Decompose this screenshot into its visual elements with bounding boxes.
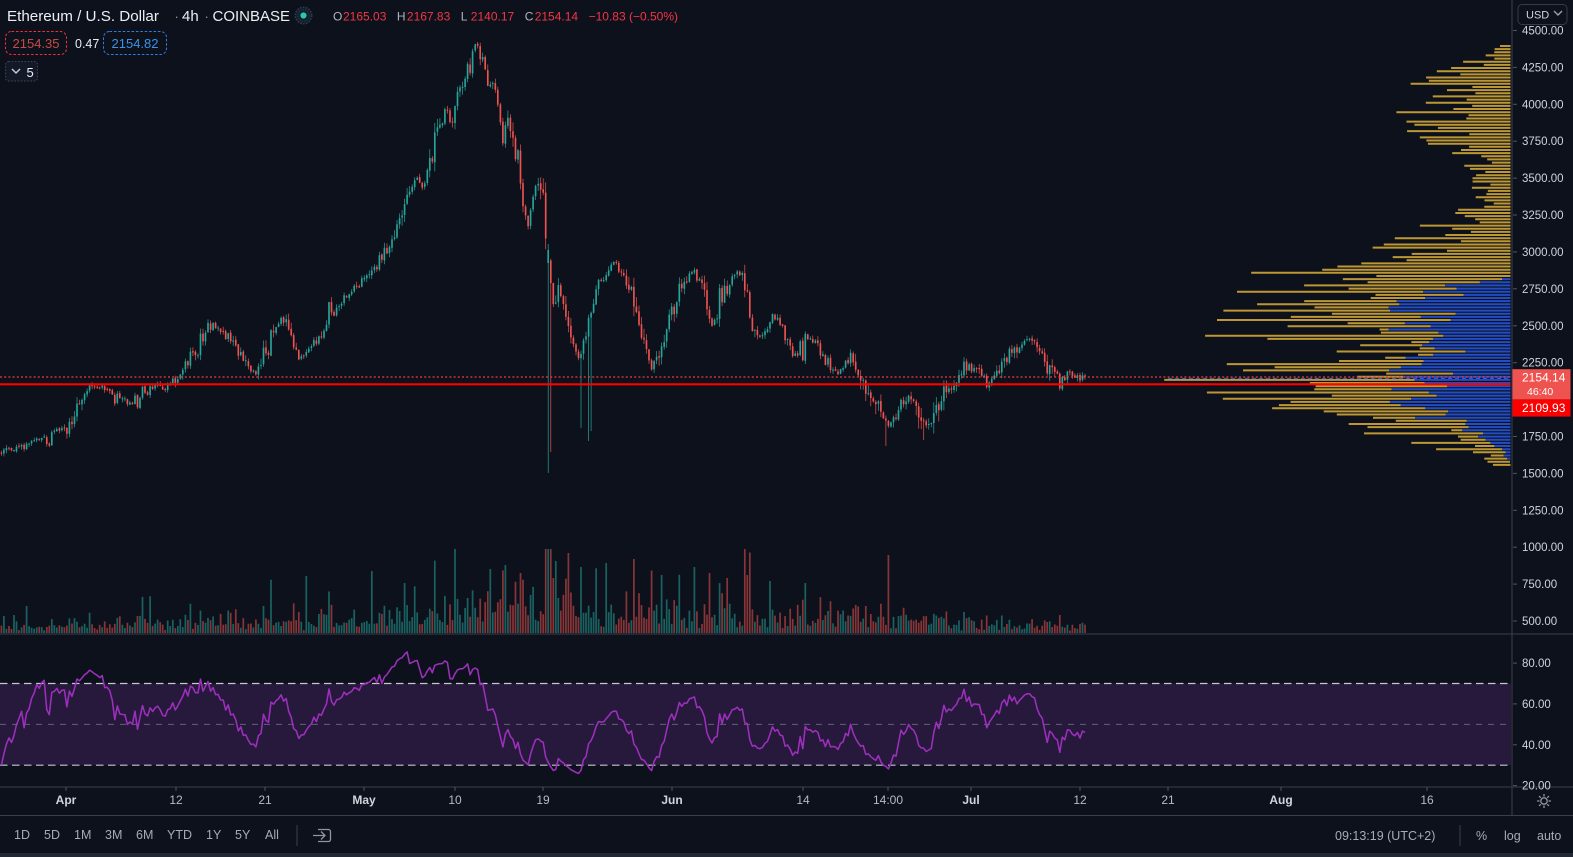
svg-text:auto: auto: [1537, 829, 1561, 843]
svg-text:16: 16: [1420, 793, 1434, 807]
svg-text:Jun: Jun: [661, 793, 682, 807]
svg-text:H: H: [397, 10, 406, 24]
svg-text:1M: 1M: [74, 828, 91, 842]
svg-text:COINBASE: COINBASE: [213, 8, 291, 25]
svg-text:0.47: 0.47: [75, 37, 99, 51]
svg-text:12: 12: [169, 793, 183, 807]
svg-text:2250.00: 2250.00: [1522, 358, 1564, 370]
svg-text:2109.93: 2109.93: [1522, 401, 1566, 415]
svg-text:2154.14: 2154.14: [535, 10, 579, 24]
svg-text:10: 10: [448, 793, 462, 807]
svg-text:O: O: [333, 10, 342, 24]
svg-text:−10.83 (−0.50%): −10.83 (−0.50%): [589, 10, 678, 24]
svg-text:Jul: Jul: [962, 793, 979, 807]
svg-text:60.00: 60.00: [1522, 699, 1551, 711]
svg-text:·: ·: [175, 9, 179, 24]
svg-text:4500.00: 4500.00: [1522, 26, 1564, 38]
svg-text:5: 5: [27, 65, 34, 80]
svg-text:3000.00: 3000.00: [1522, 247, 1564, 259]
svg-text:3M: 3M: [105, 828, 122, 842]
svg-text:46:40: 46:40: [1527, 386, 1553, 398]
svg-text:log: log: [1504, 829, 1521, 843]
svg-text:L: L: [461, 10, 468, 24]
svg-text:80.00: 80.00: [1522, 658, 1551, 670]
svg-text:Aug: Aug: [1269, 793, 1292, 807]
svg-text:19: 19: [536, 793, 550, 807]
svg-text:1000.00: 1000.00: [1522, 542, 1564, 554]
svg-text:5Y: 5Y: [235, 828, 251, 842]
svg-text:C: C: [525, 10, 534, 24]
svg-text:21: 21: [1161, 793, 1175, 807]
svg-text:1D: 1D: [14, 828, 30, 842]
svg-text:20.00: 20.00: [1522, 781, 1551, 793]
svg-text:2165.03: 2165.03: [343, 10, 387, 24]
svg-text:·: ·: [205, 9, 209, 24]
svg-text:Apr: Apr: [56, 793, 77, 807]
svg-text:09:13:19 (UTC+2): 09:13:19 (UTC+2): [1335, 829, 1435, 843]
svg-text:2500.00: 2500.00: [1522, 321, 1564, 333]
svg-text:3750.00: 3750.00: [1522, 136, 1564, 148]
svg-text:4000.00: 4000.00: [1522, 99, 1564, 111]
svg-text:2140.17: 2140.17: [471, 10, 515, 24]
svg-text:%: %: [1476, 829, 1487, 843]
svg-text:All: All: [265, 828, 279, 842]
svg-text:2154.82: 2154.82: [112, 36, 159, 51]
svg-text:2154.35: 2154.35: [13, 36, 60, 51]
svg-text:May: May: [352, 793, 376, 807]
svg-text:3250.00: 3250.00: [1522, 210, 1564, 222]
svg-text:1750.00: 1750.00: [1522, 432, 1564, 444]
svg-text:2750.00: 2750.00: [1522, 284, 1564, 296]
svg-text:14: 14: [796, 793, 810, 807]
svg-text:USD: USD: [1526, 10, 1549, 22]
svg-text:6M: 6M: [136, 828, 153, 842]
svg-text:1250.00: 1250.00: [1522, 505, 1564, 517]
svg-text:500.00: 500.00: [1522, 616, 1557, 628]
svg-text:40.00: 40.00: [1522, 740, 1551, 752]
svg-text:YTD: YTD: [167, 828, 192, 842]
svg-text:4250.00: 4250.00: [1522, 62, 1564, 74]
svg-text:12: 12: [1073, 793, 1087, 807]
svg-text:2167.83: 2167.83: [407, 10, 451, 24]
svg-text:4h: 4h: [182, 8, 199, 25]
svg-text:750.00: 750.00: [1522, 579, 1557, 591]
svg-text:21: 21: [258, 793, 272, 807]
svg-text:3500.00: 3500.00: [1522, 173, 1564, 185]
svg-text:1500.00: 1500.00: [1522, 468, 1564, 480]
svg-text:14:00: 14:00: [873, 793, 903, 807]
svg-text:1Y: 1Y: [206, 828, 222, 842]
svg-text:Ethereum / U.S. Dollar: Ethereum / U.S. Dollar: [7, 8, 159, 25]
svg-text:2154.14: 2154.14: [1522, 371, 1566, 385]
svg-text:5D: 5D: [44, 828, 60, 842]
